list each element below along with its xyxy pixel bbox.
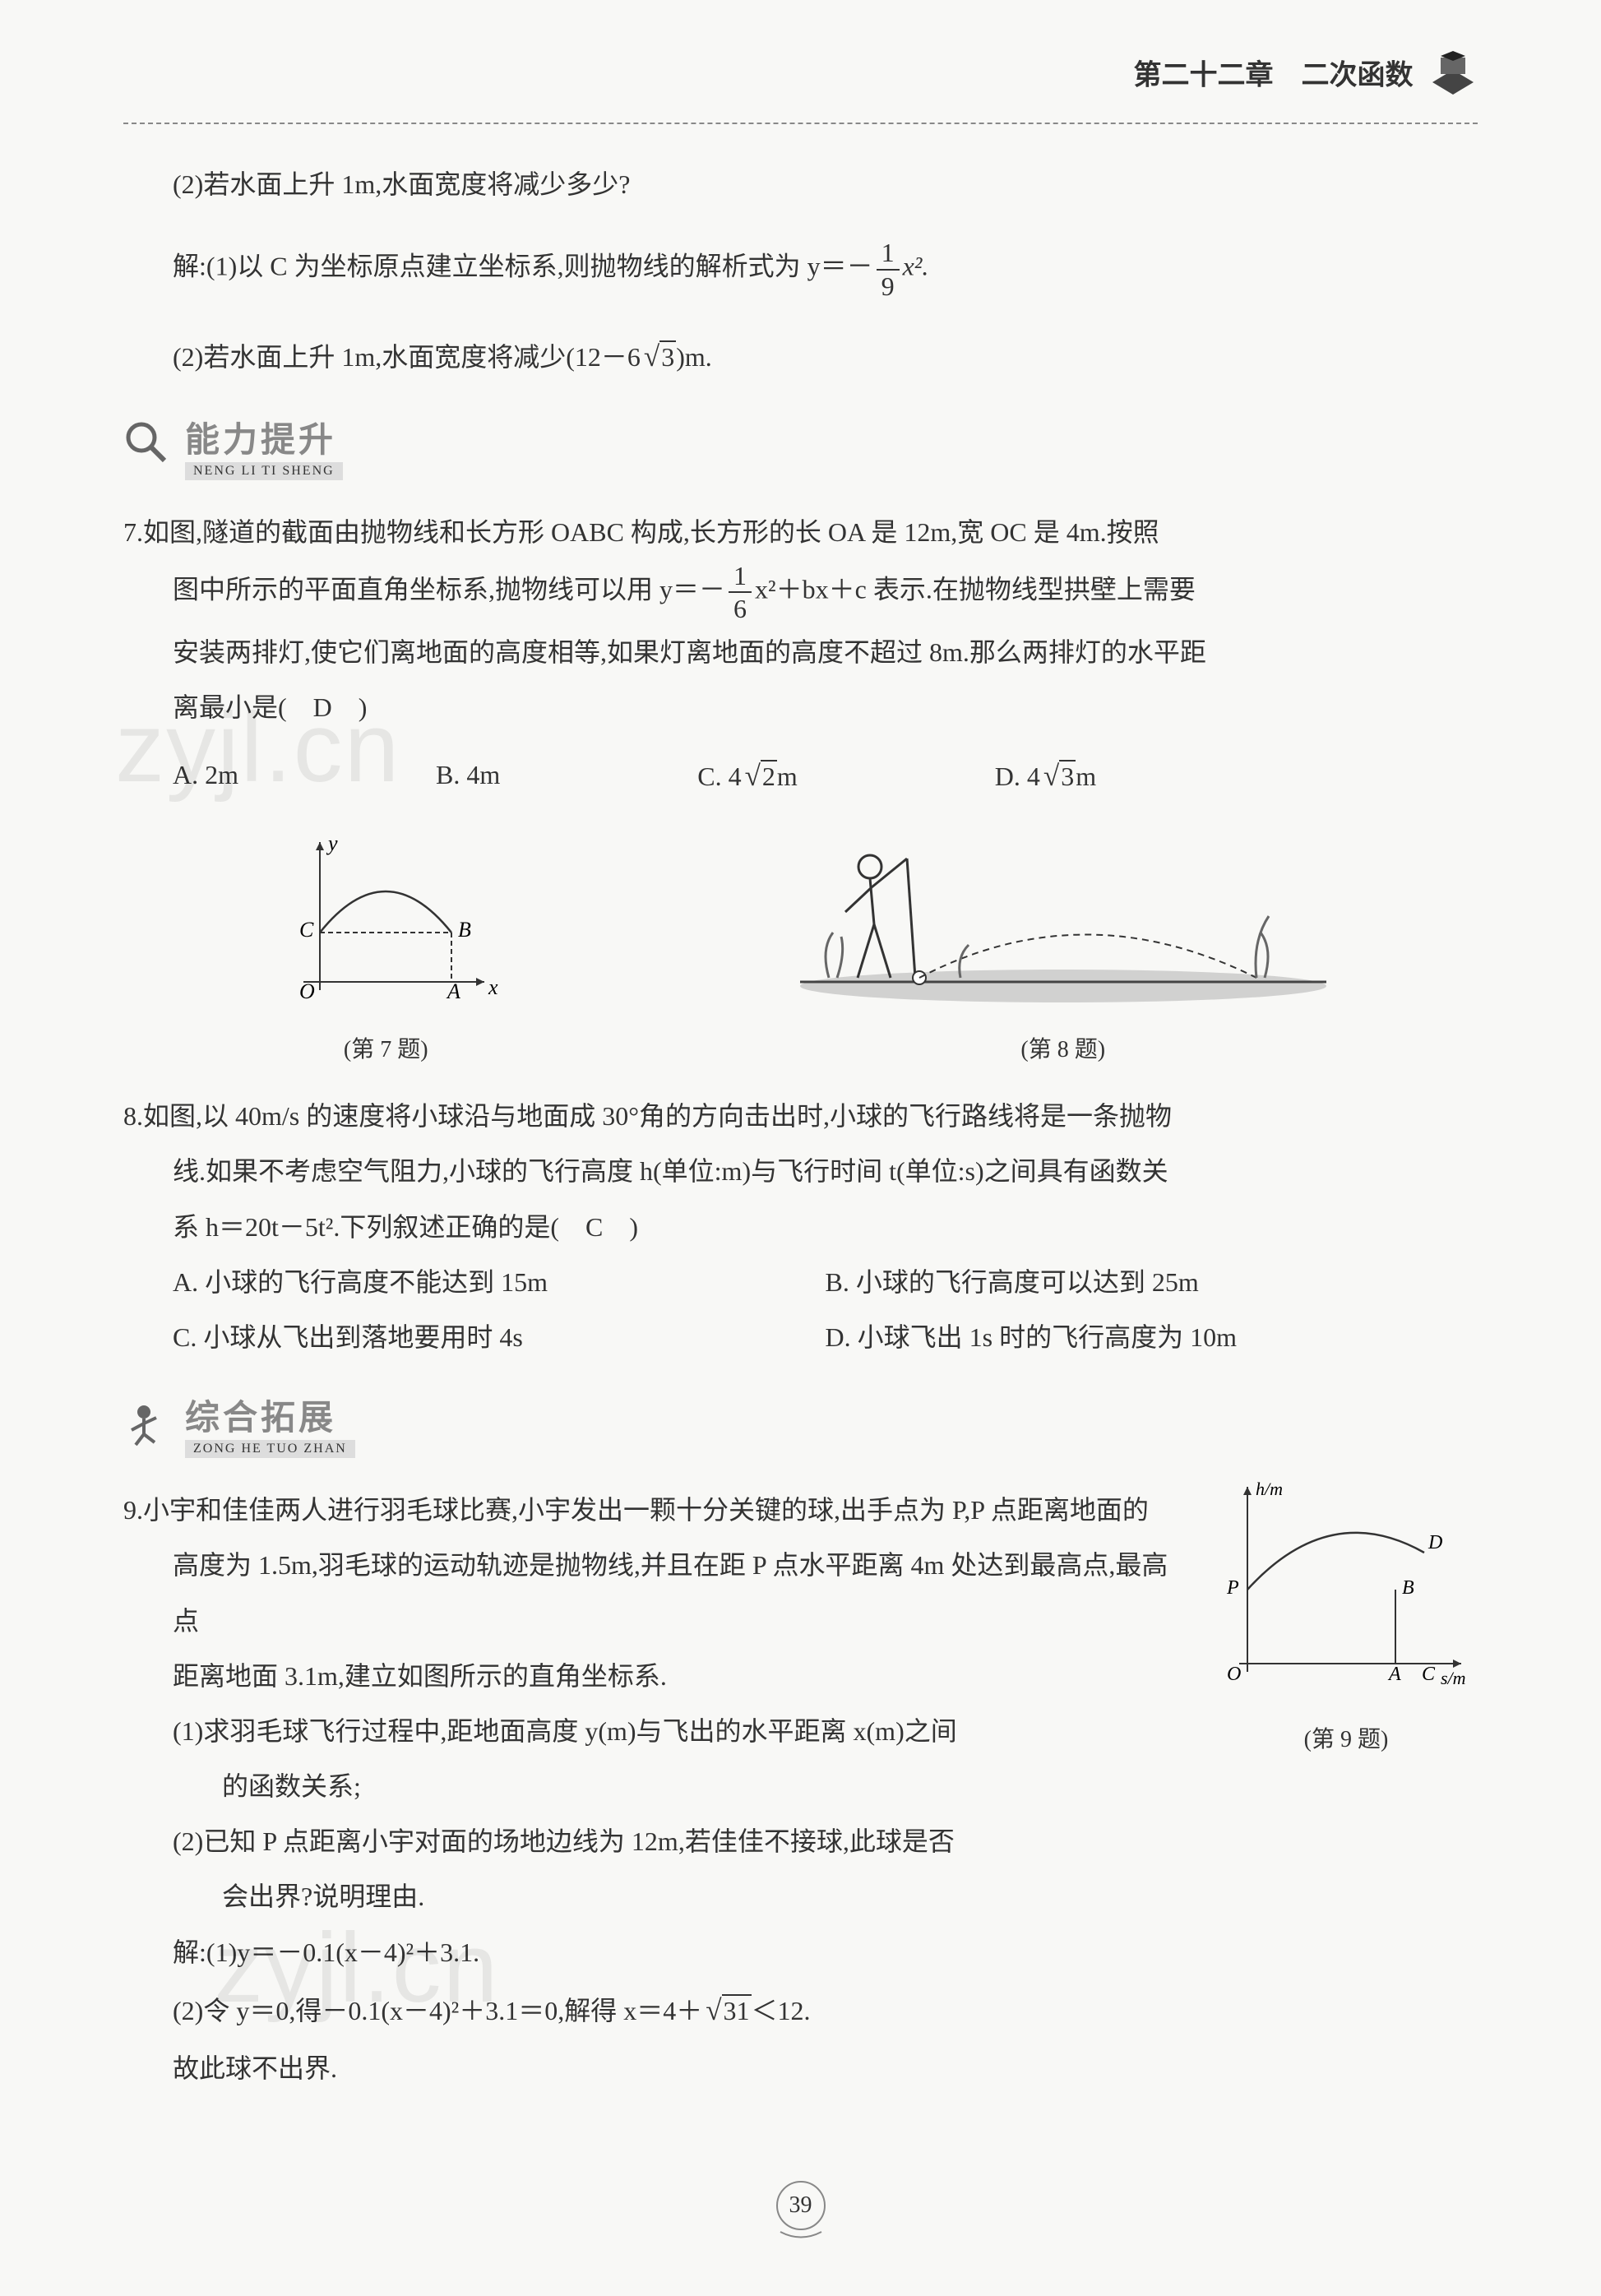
sqrt: 31 (722, 1994, 752, 2025)
q9-line3: 距离地面 3.1m,建立如图所示的直角坐标系. (123, 1649, 1182, 1704)
q7-optA: A. 2m (173, 760, 238, 793)
q9-sol2a: (2)令 y＝0,得－0.1(x－4)²＋3.1＝0,解得 x＝4＋ (173, 1996, 702, 2025)
q9-sol3: 故此球不出界. (123, 2041, 1182, 2096)
q7-num: 7. (123, 517, 143, 547)
section-comprehensive: 综合拓展 ZONG HE TUO ZHAN (123, 1390, 1478, 1458)
q9: 9.小宇和佳佳两人进行羽毛球比赛,小宇发出一颗十分关键的球,出手点为 P,P 点… (123, 1483, 1478, 2121)
q7-optD: D. 43m (995, 760, 1096, 793)
q9-sol-label: 解: (173, 1937, 206, 1967)
q7-line3: 安装两排灯,使它们离地面的高度相等,如果灯离地面的高度不超过 8m.那么两排灯的… (123, 625, 1478, 680)
section2-title: 综合拓展 (185, 1390, 355, 1440)
header-book-icon (1428, 49, 1478, 106)
q9-line2: 高度为 1.5m,羽毛球的运动轨迹是抛物线,并且在距 P 点水平距离 4m 处达… (123, 1538, 1182, 1648)
q8-line3: 系 h＝20t－5t².下列叙述正确的是( C ) (123, 1200, 1478, 1255)
figure-icon (123, 1397, 173, 1451)
q8-num: 8. (123, 1101, 143, 1131)
q7-line2b: x²＋bx＋c 表示.在抛物线型拱壁上需要 (755, 575, 1196, 604)
q6-sol2-text: (2)若水面上升 1m,水面宽度将减少(12－6 (173, 342, 641, 372)
solution-label: 解: (173, 252, 206, 281)
fig8-caption: (第 8 题) (796, 1031, 1330, 1064)
svg-text:P: P (1226, 1577, 1239, 1599)
fig7-caption: (第 7 题) (271, 1031, 501, 1064)
q7-line2a: 图中所示的平面直角坐标系,抛物线可以用 y＝－ (173, 575, 725, 604)
q8: 8.如图,以 40m/s 的速度将小球沿与地面成 30°角的方向击出时,小球的飞… (123, 1089, 1478, 1365)
sqrt-val: 3 (659, 340, 676, 372)
svg-text:y: y (326, 834, 338, 855)
magnifier-icon (123, 419, 173, 473)
q9-part1b: 的函数关系; (123, 1759, 1182, 1814)
frac-den: 9 (877, 271, 900, 302)
q8-optB: B. 小球的飞行高度可以达到 25m (826, 1255, 1478, 1310)
q6-part2-text: (2)若水面上升 1m,水面宽度将减少多少? (173, 169, 630, 199)
q7-line1: 如图,隧道的截面由抛物线和长方形 OABC 构成,长方形的长 OA 是 12m,… (143, 517, 1159, 547)
q7-line4: 离最小是( D ) (123, 680, 1478, 735)
q8-line1: 如图,以 40m/s 的速度将小球沿与地面成 30°角的方向击出时,小球的飞行路… (143, 1101, 1172, 1131)
chapter-title: 二次函数 (1302, 60, 1414, 90)
section1-sub: NENG LI TI SHENG (185, 462, 343, 480)
svg-text:x: x (488, 975, 498, 999)
q6-sol1-tail: x². (903, 252, 929, 281)
svg-text:B: B (458, 918, 471, 942)
figures-row-7-8: O A B C x y (第 7 题) (123, 817, 1478, 1064)
svg-text:B: B (1402, 1577, 1414, 1599)
q7-optB: B. 4m (436, 760, 500, 793)
q9-num: 9. (123, 1495, 143, 1525)
q8-optD: D. 小球飞出 1s 时的飞行高度为 10m (826, 1310, 1478, 1365)
q8-optA: A. 小球的飞行高度不能达到 15m (173, 1255, 826, 1310)
section2-sub: ZONG HE TUO ZHAN (185, 1440, 355, 1458)
svg-text:A: A (1387, 1664, 1401, 1685)
q6-solution1: 解:(1)以 C 为坐标原点建立坐标系,则抛物线的解析式为 y＝－19x². (123, 237, 1478, 302)
q7-options: A. 2m B. 4m C. 42m D. 43m (123, 760, 1478, 793)
section1-title: 能力提升 (185, 412, 343, 462)
q6-sol1-text: (1)以 C 为坐标原点建立坐标系,则抛物线的解析式为 y＝－ (206, 252, 873, 281)
q6-solution2: (2)若水面上升 1m,水面宽度将减少(12－6 3)m. (123, 326, 1478, 387)
q9-line1: 小宇和佳佳两人进行羽毛球比赛,小宇发出一颗十分关键的球,出手点为 P,P 点距离… (143, 1495, 1149, 1525)
q8-optC: C. 小球从飞出到落地要用时 4s (173, 1310, 826, 1365)
q9-sol1: (1)y＝－0.1(x－4)²＋3.1. (206, 1937, 479, 1967)
page-header: 第二十二章 二次函数 (123, 49, 1478, 124)
q6-sol2-tail: )m. (676, 342, 712, 372)
svg-text:h/m: h/m (1256, 1479, 1283, 1499)
chapter-label: 第二十二章 (1134, 60, 1274, 90)
q9-part2a: (2)已知 P 点距离小宇对面的场地边线为 12m,若佳佳不接球,此球是否 (123, 1814, 1182, 1869)
svg-text:A: A (446, 979, 460, 1003)
svg-text:D: D (1427, 1532, 1442, 1553)
svg-text:C: C (299, 918, 314, 942)
q7-optC: C. 42m (697, 760, 798, 793)
q8-line2: 线.如果不考虑空气阻力,小球的飞行高度 h(单位:m)与飞行时间 t(单位:s)… (123, 1144, 1478, 1199)
page-number: 39 (776, 2181, 826, 2247)
frac-num: 1 (877, 237, 900, 270)
q6-part2: (2)若水面上升 1m,水面宽度将减少多少? (123, 157, 1478, 212)
frac-den: 6 (729, 593, 752, 624)
svg-text:O: O (1227, 1664, 1241, 1685)
q7: 7.如图,隧道的截面由抛物线和长方形 OABC 构成,长方形的长 OA 是 12… (123, 505, 1478, 735)
frac-num: 1 (729, 560, 752, 593)
svg-text:s/m: s/m (1441, 1668, 1466, 1688)
fig9-caption: (第 9 题) (1215, 1721, 1478, 1754)
figure-7: O A B C x y (第 7 题) (271, 834, 501, 1064)
figure-9: O P A C B D h/m s/m (第 9 题) (1215, 1474, 1478, 1754)
q9-part1a: (1)求羽毛球飞行过程中,距地面高度 y(m)与飞出的水平距离 x(m)之间 (123, 1704, 1182, 1759)
svg-text:C: C (1422, 1664, 1436, 1685)
section-ability: 能力提升 NENG LI TI SHENG (123, 412, 1478, 480)
svg-text:O: O (299, 979, 315, 1003)
figure-8: (第 8 题) (796, 817, 1330, 1064)
page-number-value: 39 (776, 2181, 826, 2230)
q9-part2b: 会出界?说明理由. (123, 1869, 1182, 1924)
q9-sol2b: ＜12. (752, 1996, 811, 2025)
